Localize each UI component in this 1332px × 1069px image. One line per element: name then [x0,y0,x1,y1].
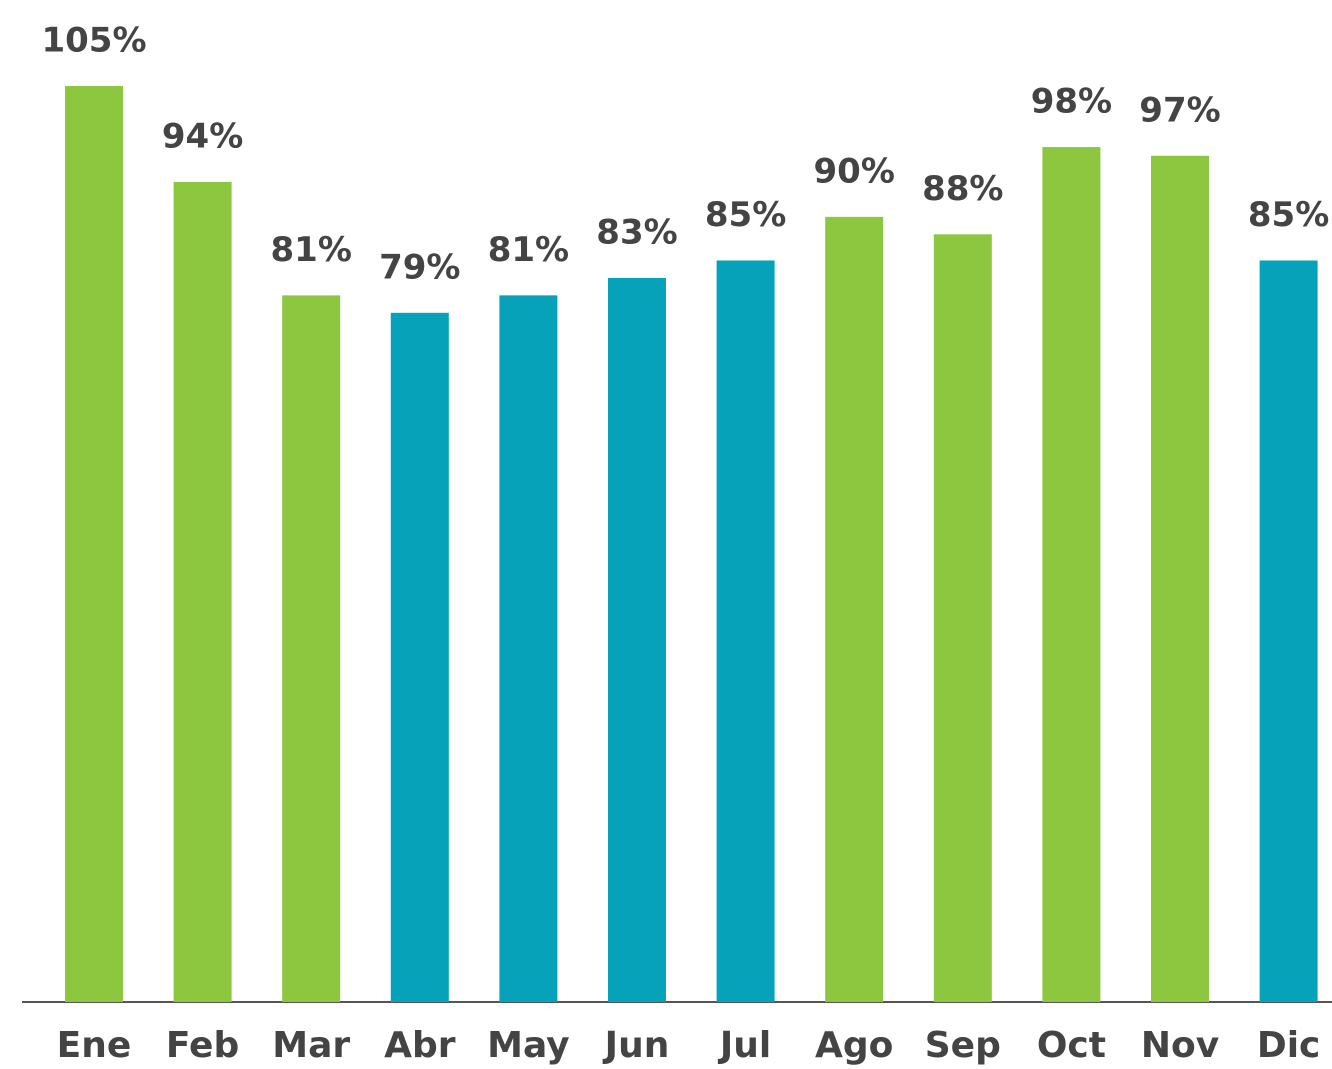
x-tick-label: Ago [815,1025,893,1066]
bar [608,277,666,1002]
bar [390,312,449,1002]
bar [65,86,123,1002]
data-label: 98% [1031,82,1112,122]
data-label: 79% [379,247,460,287]
bar [1259,260,1318,1002]
data-label: 97% [1139,90,1220,130]
bar [282,295,341,1002]
data-label: 85% [1248,195,1329,235]
data-label: 81% [271,230,352,270]
bar [499,295,558,1002]
bar [825,216,884,1002]
x-tick-label: Feb [166,1025,239,1066]
x-tick-label: Nov [1141,1025,1219,1066]
bar [1042,147,1101,1003]
x-tick-label: Dic [1257,1025,1321,1066]
bar [933,234,992,1003]
x-tick-label: Jul [717,1025,771,1066]
data-label: 105% [41,21,146,61]
x-tick-label: Ene [57,1025,132,1066]
data-label: 81% [488,230,569,270]
x-tick-label: Sep [925,1025,1001,1066]
bar [1151,155,1209,1003]
data-label: 94% [162,116,243,156]
bar [173,181,232,1002]
data-label: 90% [814,151,895,191]
data-label: 85% [705,195,786,235]
data-label: 83% [596,212,677,252]
x-tick-label: Abr [384,1025,456,1066]
x-tick-label: Oct [1037,1025,1106,1066]
x-tick-label: Mar [272,1025,350,1066]
bar [716,260,775,1002]
data-label: 88% [922,169,1003,209]
x-tick-label: May [487,1025,569,1066]
x-tick-label: Jun [602,1025,670,1066]
